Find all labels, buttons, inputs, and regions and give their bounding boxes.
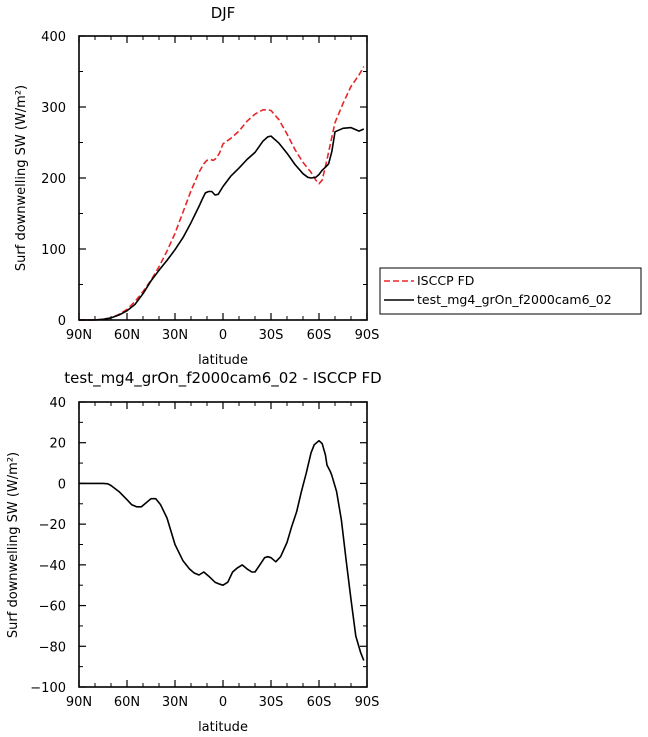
y-tick-label: −60 bbox=[39, 600, 66, 615]
bottom-chart-series bbox=[79, 439, 365, 661]
bottom-chart-xlabel: latitude bbox=[198, 720, 248, 735]
top-plot-frame bbox=[78, 35, 368, 321]
bottom-chart: test_mg4_grOn_f2000cam6_02 - ISCCP FD 90… bbox=[6, 369, 382, 735]
top-chart-series bbox=[79, 66, 365, 321]
legend-label-model: test_mg4_grOn_f2000cam6_02 bbox=[417, 292, 612, 307]
y-tick-label: 400 bbox=[41, 30, 66, 45]
top-chart-ylabel: Surf downwelling SW (W/m²) bbox=[14, 85, 29, 271]
legend-label-isccp: ISCCP FD bbox=[417, 273, 474, 288]
x-tick-label: 90N bbox=[66, 695, 92, 710]
top-chart-xlabel: latitude bbox=[198, 353, 248, 368]
bottom-chart-ticks: 90N 60N 30N 0 30S 60S 90S −100 −80 −60 −40 −20 0 20 40 bbox=[30, 396, 379, 710]
legend-box bbox=[379, 267, 642, 315]
bottom-series-line-0 bbox=[79, 439, 365, 661]
x-tick-label: 0 bbox=[219, 695, 227, 710]
x-tick-label: 60N bbox=[114, 328, 140, 343]
top-chart-ticks: 90N 60N 30N 0 30S 60S 90S 0 100 200 300 400 bbox=[41, 30, 379, 343]
x-tick-label: 30S bbox=[259, 695, 284, 710]
bottom-plot-frame bbox=[78, 401, 368, 688]
y-tick-label: −100 bbox=[30, 681, 66, 696]
top-series-line-1 bbox=[79, 126, 365, 321]
y-tick-label: −20 bbox=[39, 518, 66, 533]
bottom-chart-title: test_mg4_grOn_f2000cam6_02 - ISCCP FD bbox=[64, 369, 381, 388]
bottom-chart-ylabel: Surf downwelling SW (W/m²) bbox=[6, 452, 21, 638]
top-chart: DJF 90N 60N 30N 0 30S 60S 90S 0 100 200 300 400 lat… bbox=[14, 4, 642, 368]
x-tick-label: 90S bbox=[355, 695, 380, 710]
y-tick-label: 0 bbox=[58, 314, 66, 329]
y-tick-label: 20 bbox=[49, 437, 66, 452]
x-tick-label: 90S bbox=[355, 328, 380, 343]
x-tick-label: 30S bbox=[259, 328, 284, 343]
y-tick-label: 0 bbox=[58, 477, 66, 492]
y-tick-label: 100 bbox=[41, 243, 66, 258]
legend: ISCCP FD test_mg4_grOn_f2000cam6_02 bbox=[379, 267, 642, 315]
top-series-line-0 bbox=[79, 66, 365, 321]
y-tick-label: 200 bbox=[41, 172, 66, 187]
x-tick-label: 60N bbox=[114, 695, 140, 710]
x-tick-label: 60S bbox=[307, 328, 332, 343]
y-tick-label: −40 bbox=[39, 559, 66, 574]
x-tick-label: 60S bbox=[307, 695, 332, 710]
y-tick-label: 300 bbox=[41, 101, 66, 116]
y-tick-label: 40 bbox=[49, 396, 66, 411]
x-tick-label: 30N bbox=[162, 328, 188, 343]
top-chart-title: DJF bbox=[211, 4, 236, 22]
x-tick-label: 90N bbox=[66, 328, 92, 343]
x-tick-label: 0 bbox=[219, 328, 227, 343]
y-tick-label: −80 bbox=[39, 640, 66, 655]
x-tick-label: 30N bbox=[162, 695, 188, 710]
